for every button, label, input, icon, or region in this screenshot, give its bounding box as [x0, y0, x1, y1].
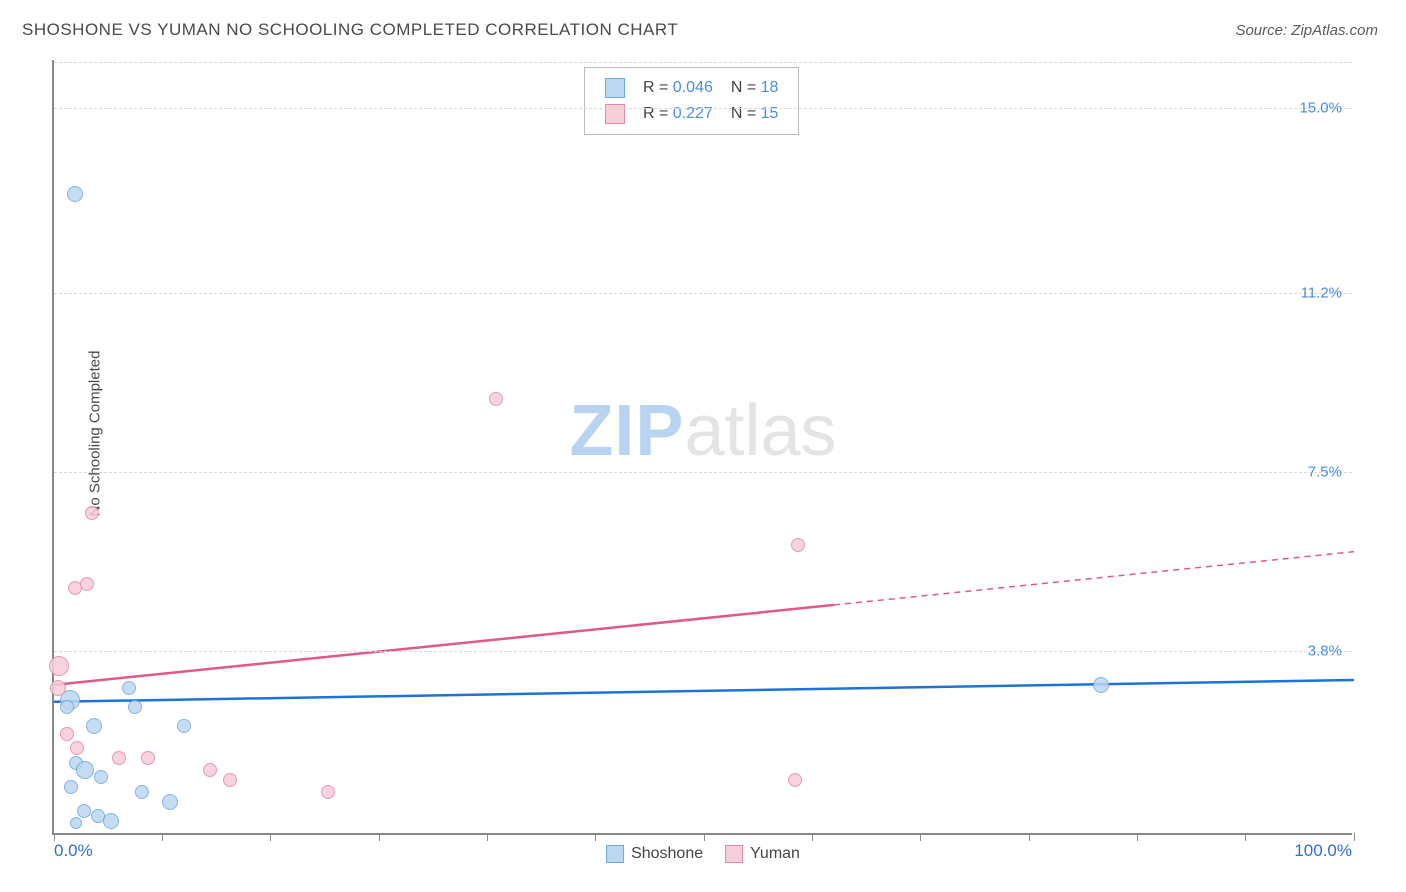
- plot-area: ZIPatlas R = 0.046N = 18R = 0.227N = 15 …: [52, 60, 1352, 835]
- data-point: [70, 741, 84, 755]
- data-point: [85, 506, 99, 520]
- data-point: [791, 538, 805, 552]
- r-value[interactable]: 0.046: [673, 79, 713, 96]
- data-point: [77, 804, 91, 818]
- stats-table: R = 0.046N = 18R = 0.227N = 15: [595, 74, 788, 128]
- y-tick-label: 7.5%: [1308, 463, 1342, 480]
- data-point: [141, 751, 155, 765]
- data-point: [177, 719, 191, 733]
- data-point: [203, 763, 217, 777]
- data-point: [67, 186, 83, 202]
- x-tick: [704, 833, 705, 841]
- chart-title: SHOSHONE VS YUMAN NO SCHOOLING COMPLETED…: [22, 20, 678, 40]
- legend-item: Yuman: [725, 845, 800, 863]
- legend-item: Shoshone: [606, 845, 703, 863]
- data-point: [1093, 677, 1109, 693]
- y-tick-label: 11.2%: [1301, 284, 1342, 301]
- data-point: [162, 794, 178, 810]
- data-point: [122, 681, 136, 695]
- data-point: [49, 656, 69, 676]
- watermark: ZIPatlas: [569, 390, 836, 472]
- gridline: [54, 651, 1352, 652]
- data-point: [103, 813, 119, 829]
- gridline: [54, 62, 1352, 63]
- y-tick-label: 15.0%: [1299, 100, 1342, 117]
- x-tick: [595, 833, 596, 841]
- data-point: [788, 773, 802, 787]
- x-tick: [1137, 833, 1138, 841]
- legend-swatch: [605, 78, 625, 98]
- data-point: [94, 770, 108, 784]
- data-point: [64, 780, 78, 794]
- data-point: [135, 785, 149, 799]
- regression-dashed: [834, 552, 1354, 605]
- y-tick-label: 3.8%: [1308, 642, 1342, 659]
- legend-swatch: [725, 845, 743, 863]
- x-tick: [1029, 833, 1030, 841]
- x-tick: [54, 833, 55, 841]
- data-point: [68, 581, 82, 595]
- stats-row: R = 0.046N = 18: [597, 76, 786, 100]
- data-point: [60, 727, 74, 741]
- data-point: [70, 817, 82, 829]
- source-label: Source: ZipAtlas.com: [1235, 22, 1378, 39]
- x-tick: [1354, 833, 1355, 841]
- gridline: [54, 472, 1352, 473]
- n-label: N = 18: [723, 76, 787, 100]
- legend-swatch: [605, 104, 625, 124]
- data-point: [321, 785, 335, 799]
- legend-label: Shoshone: [631, 845, 703, 863]
- regression-lines: [54, 60, 1352, 833]
- x-max-label: 100.0%: [1294, 841, 1352, 861]
- data-point: [128, 700, 142, 714]
- data-point: [50, 680, 66, 696]
- x-tick: [379, 833, 380, 841]
- series-legend: Shoshone Yuman: [606, 845, 800, 863]
- x-tick: [270, 833, 271, 841]
- n-value[interactable]: 18: [761, 79, 779, 96]
- gridline: [54, 293, 1352, 294]
- data-point: [60, 700, 74, 714]
- r-label: R = 0.227: [635, 102, 721, 126]
- x-min-label: 0.0%: [54, 841, 93, 861]
- data-point: [489, 392, 503, 406]
- x-tick: [1245, 833, 1246, 841]
- legend-label: Yuman: [750, 845, 800, 863]
- x-tick: [487, 833, 488, 841]
- regression-solid: [54, 680, 1354, 702]
- gridline: [54, 108, 1352, 109]
- stats-legend: R = 0.046N = 18R = 0.227N = 15: [584, 67, 799, 135]
- x-tick: [920, 833, 921, 841]
- data-point: [76, 761, 94, 779]
- x-tick: [162, 833, 163, 841]
- chart-container: No Schooling Completed ZIPatlas R = 0.04…: [22, 55, 1382, 875]
- stats-row: R = 0.227N = 15: [597, 102, 786, 126]
- x-tick: [812, 833, 813, 841]
- data-point: [86, 718, 102, 734]
- regression-solid: [54, 605, 834, 685]
- r-label: R = 0.046: [635, 76, 721, 100]
- data-point: [112, 751, 126, 765]
- n-label: N = 15: [723, 102, 787, 126]
- data-point: [223, 773, 237, 787]
- legend-swatch: [606, 845, 624, 863]
